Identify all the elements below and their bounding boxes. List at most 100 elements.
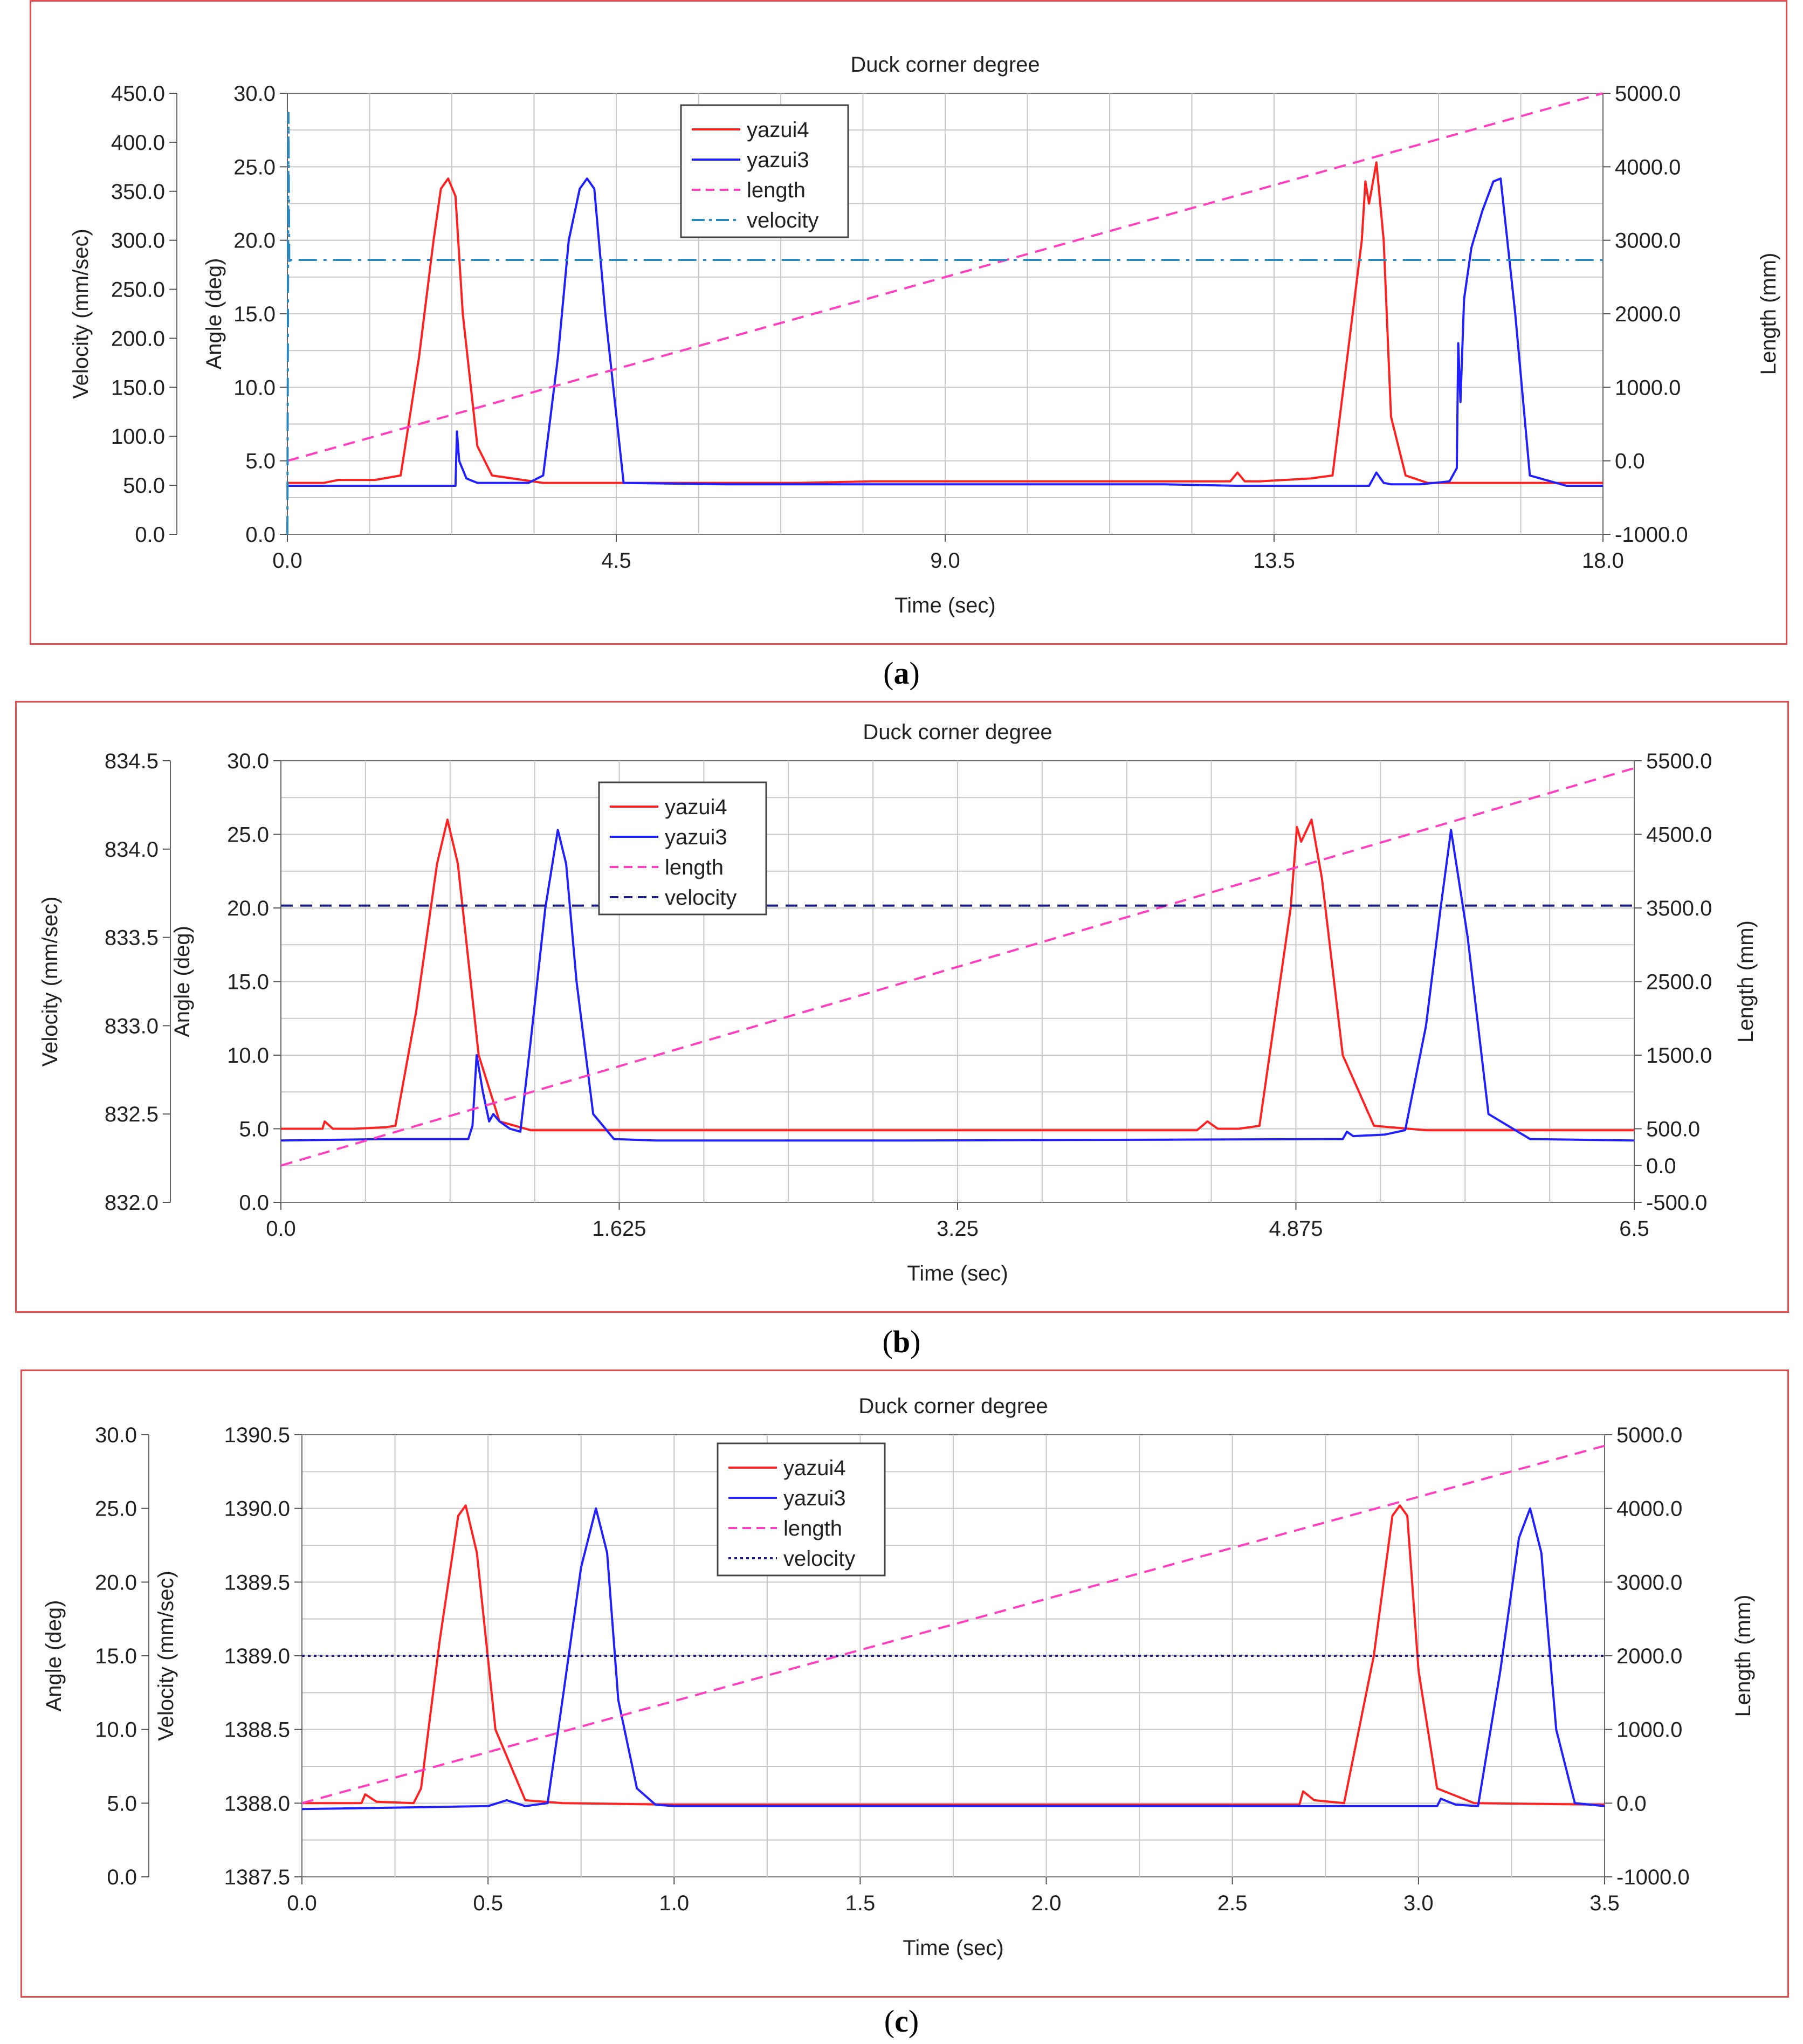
legend-label-yazui4: yazui4 xyxy=(665,795,727,819)
y-tick-label: 3000.0 xyxy=(1616,1571,1682,1594)
x-axis-label: Time (sec) xyxy=(894,594,995,617)
y-tick-label: 832.5 xyxy=(105,1103,159,1126)
y-tick-label: 500.0 xyxy=(1646,1118,1700,1141)
y-tick-label: 15.0 xyxy=(227,971,269,994)
y-tick-label: 30.0 xyxy=(227,749,269,773)
y-axis-label: Length (mm) xyxy=(1757,253,1780,375)
legend-box xyxy=(598,781,767,916)
y-tick-label: 10.0 xyxy=(227,1044,269,1068)
legend-label-yazui3: yazui3 xyxy=(783,1486,846,1510)
y-tick-label: 2000.0 xyxy=(1616,1644,1682,1668)
legend-box xyxy=(680,104,849,238)
y-tick-label: 25.0 xyxy=(233,155,276,179)
x-tick-label: 0.5 xyxy=(473,1891,503,1915)
legend-label-velocity: velocity xyxy=(747,209,818,232)
legend-label-length: length xyxy=(783,1517,842,1540)
x-tick-label: 0.0 xyxy=(287,1891,317,1915)
y-tick-label: 0.0 xyxy=(1616,1792,1647,1815)
legend-label-yazui3: yazui3 xyxy=(747,148,809,172)
y-tick-label: 2000.0 xyxy=(1615,302,1681,326)
y-tick-label: 833.0 xyxy=(105,1014,159,1038)
legend-label-velocity: velocity xyxy=(665,886,737,910)
caption-b: (b) xyxy=(882,1324,921,1359)
y-tick-label: 100.0 xyxy=(111,425,165,449)
x-axis-label: Time (sec) xyxy=(903,1936,1003,1960)
y-tick-label: 5500.0 xyxy=(1646,749,1712,773)
x-tick-label: 1.625 xyxy=(592,1217,646,1241)
y-axis-label: Velocity (mm/sec) xyxy=(154,1571,178,1741)
y-tick-label: 350.0 xyxy=(111,180,165,204)
y-tick-label: 30.0 xyxy=(233,82,276,106)
series-line-yazui4 xyxy=(302,1504,1605,1806)
series-line-length xyxy=(301,1444,1605,1805)
y-axis-label: Velocity (mm/sec) xyxy=(38,897,62,1067)
x-tick-label: 1.5 xyxy=(845,1891,876,1915)
series-line-yazui3 xyxy=(287,177,1603,487)
x-tick-label: 4.875 xyxy=(1269,1217,1323,1241)
y-tick-label: 400.0 xyxy=(111,131,165,155)
series-line-yazui4 xyxy=(281,818,1634,1132)
series-line-yazui3 xyxy=(280,829,1635,1142)
legend-label-yazui4: yazui4 xyxy=(783,1456,846,1480)
y-tick-label: 2500.0 xyxy=(1646,971,1712,994)
x-tick-label: 3.25 xyxy=(937,1217,979,1241)
y-tick-label: 300.0 xyxy=(111,229,165,253)
y-tick-label: 5.0 xyxy=(107,1792,137,1815)
y-tick-label: -1000.0 xyxy=(1615,523,1688,547)
y-tick-label: 0.0 xyxy=(1615,450,1645,473)
x-tick-label: 13.5 xyxy=(1253,549,1295,573)
chart-panel-b: Duck corner degree 0.0 1.625 3.25 4.875 6.5 Ti… xyxy=(15,701,1789,1313)
x-tick-label: 1.0 xyxy=(659,1891,689,1915)
chart-panel-a: Duck corner degree 0.0 4.5 9.0 13.5 18.0 Time … xyxy=(30,0,1787,645)
chart-title: Duck corner degree xyxy=(850,53,1040,77)
y-tick-label: 5000.0 xyxy=(1616,1423,1682,1447)
legend-box xyxy=(717,1442,886,1577)
y-tick-label: 1388.5 xyxy=(224,1718,290,1742)
y-tick-label: 1500.0 xyxy=(1646,1044,1712,1068)
y-tick-label: 1000.0 xyxy=(1615,376,1681,400)
y-tick-label: 4000.0 xyxy=(1616,1497,1682,1521)
caption-c: (c) xyxy=(884,2004,919,2039)
y-tick-label: 5.0 xyxy=(245,450,276,473)
y-axis-label: Angle (deg) xyxy=(42,1600,66,1712)
y-axis-label: Length (mm) xyxy=(1731,1595,1755,1717)
y-tick-label: 5.0 xyxy=(239,1118,269,1141)
y-tick-label: 1390.5 xyxy=(224,1423,290,1447)
x-tick-label: 6.5 xyxy=(1619,1217,1649,1241)
y-tick-label: 3000.0 xyxy=(1615,229,1681,253)
y-tick-label: 0.0 xyxy=(245,523,276,547)
y-tick-label: 0.0 xyxy=(107,1866,137,1889)
y-tick-label: 30.0 xyxy=(95,1423,137,1447)
x-tick-label: 9.0 xyxy=(930,549,960,573)
y-tick-label: 20.0 xyxy=(233,229,276,253)
y-tick-label: 834.5 xyxy=(105,749,159,773)
y-tick-label: 150.0 xyxy=(111,376,165,400)
y-tick-label: 50.0 xyxy=(123,474,165,498)
y-tick-label: 250.0 xyxy=(111,278,165,302)
series-line-yazui3 xyxy=(301,1507,1605,1811)
y-tick-label: 5000.0 xyxy=(1615,82,1681,106)
y-tick-label: 0.0 xyxy=(239,1191,269,1215)
legend-label-yazui4: yazui4 xyxy=(747,118,809,142)
y-tick-label: 4000.0 xyxy=(1615,155,1681,179)
caption-a: (a) xyxy=(883,656,920,691)
x-tick-label: 4.5 xyxy=(601,549,631,573)
chart-a-svg: Duck corner degree 0.0 4.5 9.0 13.5 18.0 Time … xyxy=(69,53,1780,617)
y-tick-label: 25.0 xyxy=(227,823,269,847)
y-tick-label: 20.0 xyxy=(95,1571,137,1594)
y-tick-label: 0.0 xyxy=(135,523,165,547)
legend-label-length: length xyxy=(665,856,724,879)
legend-label-yazui3: yazui3 xyxy=(665,825,727,849)
y-tick-label: 15.0 xyxy=(233,302,276,326)
y-tick-label: 3500.0 xyxy=(1646,897,1712,920)
y-tick-label: 200.0 xyxy=(111,327,165,350)
y-axis-label: Angle (deg) xyxy=(202,258,226,370)
y-axis-label: Velocity (mm/sec) xyxy=(69,229,93,399)
y-tick-label: 1388.0 xyxy=(224,1792,290,1815)
y-tick-label: -1000.0 xyxy=(1616,1866,1690,1889)
y-tick-label: 833.5 xyxy=(105,926,159,950)
legend-label-length: length xyxy=(747,178,806,202)
y-axis-label: Length (mm) xyxy=(1734,920,1758,1043)
y-tick-label: 0.0 xyxy=(1646,1154,1676,1178)
y-axis-label: Angle (deg) xyxy=(170,926,194,1037)
